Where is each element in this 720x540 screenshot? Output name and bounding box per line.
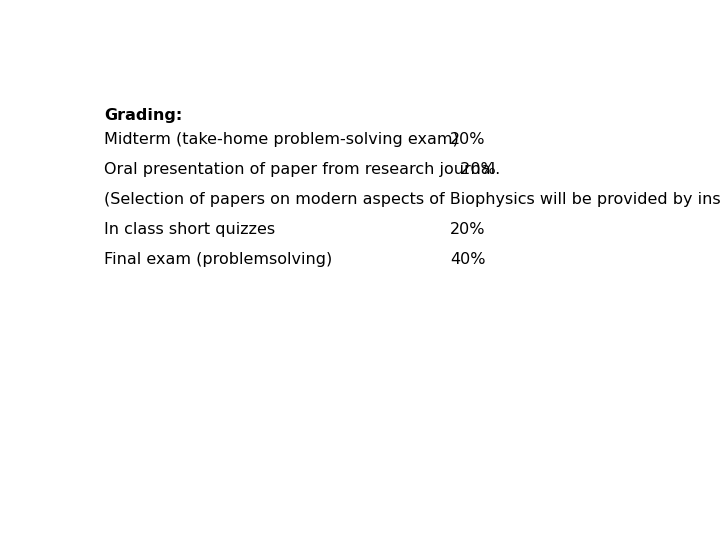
Text: 20%: 20% — [450, 132, 485, 147]
Text: In class short quizzes: In class short quizzes — [104, 222, 275, 237]
Text: (Selection of papers on modern aspects of Biophysics will be provided by instruc: (Selection of papers on modern aspects o… — [104, 192, 720, 207]
Text: 20%: 20% — [450, 222, 485, 237]
Text: Final exam (problemsolving): Final exam (problemsolving) — [104, 252, 332, 267]
Text: 40%: 40% — [450, 252, 485, 267]
Text: 20%: 20% — [450, 162, 495, 177]
Text: Midterm (take-home problem-solving exam): Midterm (take-home problem-solving exam) — [104, 132, 459, 147]
Text: Grading:: Grading: — [104, 109, 182, 124]
Text: Oral presentation of paper from research journal.: Oral presentation of paper from research… — [104, 162, 500, 177]
